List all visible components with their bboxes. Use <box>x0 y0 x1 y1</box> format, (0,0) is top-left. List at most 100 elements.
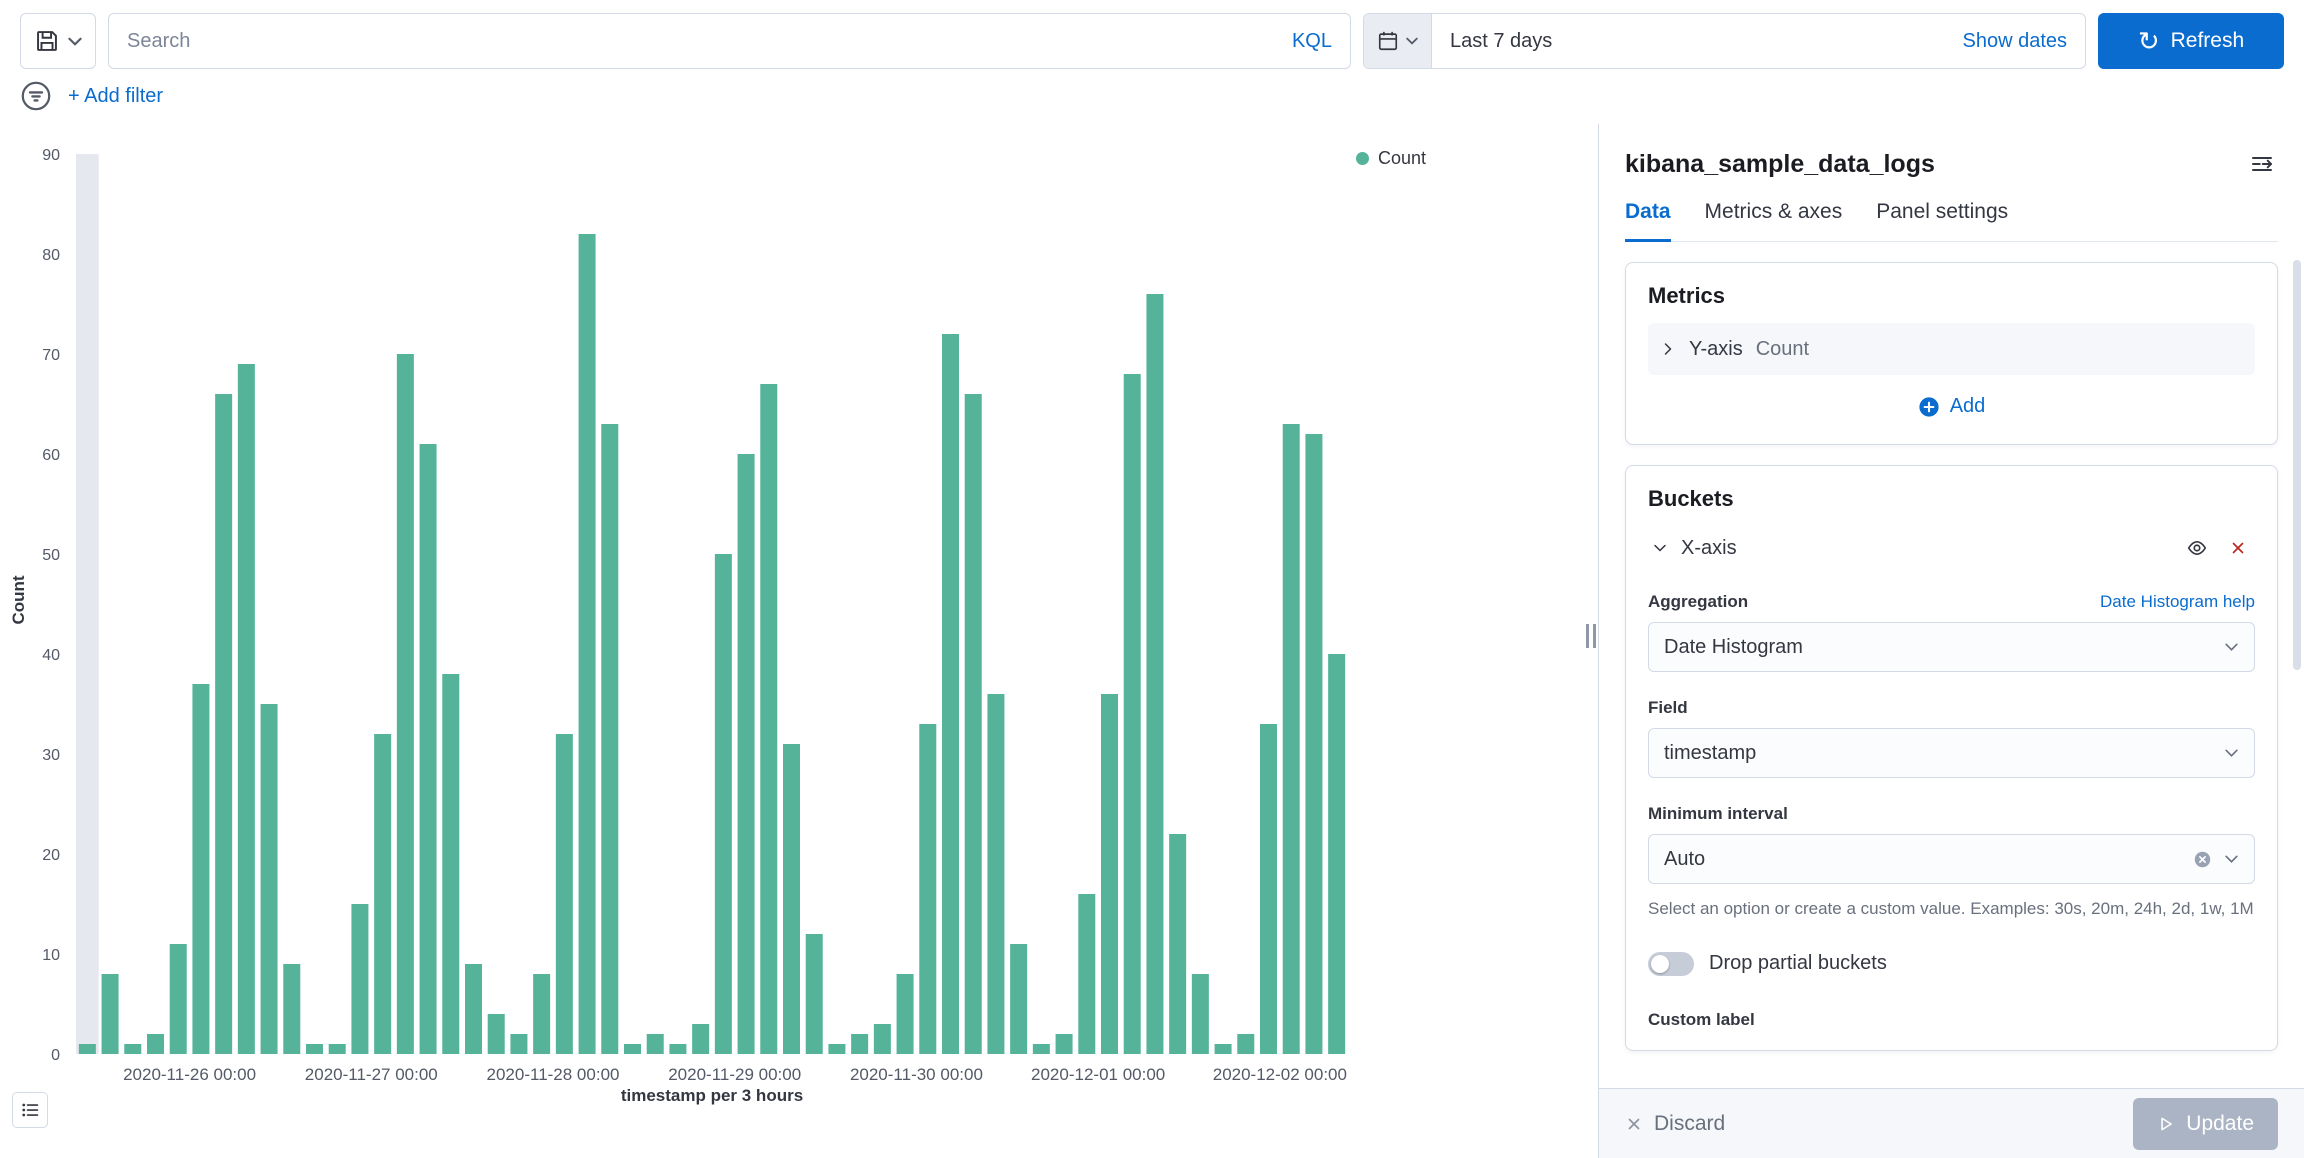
svg-text:90: 90 <box>42 147 60 164</box>
kql-language-button[interactable]: KQL <box>1291 29 1332 52</box>
list-icon <box>22 1103 39 1117</box>
aggregation-select[interactable]: Date Histogram <box>1648 622 2255 672</box>
tab-data[interactable]: Data <box>1625 200 1671 242</box>
svg-text:2020-11-27 00:00: 2020-11-27 00:00 <box>305 1065 438 1084</box>
buckets-card: Buckets X-axis <box>1625 465 2278 1051</box>
svg-text:60: 60 <box>42 447 60 464</box>
y-axis-title: Count <box>9 575 28 625</box>
custom-label-label: Custom label <box>1648 1009 1755 1029</box>
cross-icon <box>1628 1118 1640 1129</box>
scrollbar-thumb[interactable] <box>2293 260 2301 670</box>
date-histogram-help-link[interactable]: Date Histogram help <box>2100 592 2255 611</box>
field-value: timestamp <box>1664 741 1757 764</box>
query-top-bar: KQL Last 7 days Show dates ↻ Refresh <box>0 0 2304 76</box>
search-bar: KQL <box>108 13 1351 69</box>
filter-funnel-icon <box>21 81 51 111</box>
chevron-down-icon <box>1406 37 1418 45</box>
bucket-row-label: X-axis <box>1681 536 1737 559</box>
panel-body: Metrics Y-axis Count Add <box>1599 242 2304 1088</box>
save-icon <box>37 31 57 51</box>
tab-metrics-axes[interactable]: Metrics & axes <box>1704 200 1843 223</box>
search-input[interactable] <box>127 29 1292 53</box>
chevron-down-icon <box>2225 749 2238 757</box>
tab-panel-settings[interactable]: Panel settings <box>1876 200 2009 223</box>
cross-in-circle-icon <box>2194 851 2211 867</box>
aggregation-value: Date Histogram <box>1664 635 1803 658</box>
x-axis-accordion[interactable]: X-axis <box>1648 522 2255 574</box>
panel-header: kibana_sample_data_logs Data Metrics & a… <box>1599 124 2304 242</box>
metric-row-value: Count <box>1755 337 1810 360</box>
add-filter-button[interactable]: + Add filter <box>68 84 164 107</box>
minimum-interval-combobox[interactable]: Auto <box>1648 834 2255 884</box>
minimum-interval-label: Minimum interval <box>1648 804 1788 823</box>
clear-interval-icon[interactable] <box>2193 850 2212 869</box>
svg-text:2020-12-02 00:00: 2020-12-02 00:00 <box>1213 1065 1347 1084</box>
add-metric-label: Add <box>1949 395 1986 417</box>
svg-text:2020-11-30 00:00: 2020-11-30 00:00 <box>850 1065 983 1084</box>
drop-partial-buckets-row: Drop partial buckets <box>1648 951 2255 976</box>
chevron-right-icon <box>1664 343 1672 355</box>
metrics-heading: Metrics <box>1648 283 1726 308</box>
svg-text:40: 40 <box>42 647 60 664</box>
minimum-interval-value: Auto <box>1664 847 1706 870</box>
chevron-down-icon <box>68 37 82 46</box>
toggle-visibility-eye-icon[interactable] <box>2182 533 2212 563</box>
bar-chart[interactable]: 0 10 20 30 40 50 60 70 80 90 2020-11-26 00:00 2020-… <box>0 124 1598 1142</box>
refresh-icon: ↻ <box>2137 26 2160 56</box>
legend-color-dot <box>1356 152 1369 165</box>
plus-in-circle-icon <box>1919 396 1939 417</box>
svg-text:20: 20 <box>42 847 60 864</box>
update-button[interactable]: Update <box>2133 1097 2278 1150</box>
interval-help-text: Select an option or create a custom valu… <box>1648 899 2254 918</box>
svg-text:80: 80 <box>42 247 60 264</box>
drop-partial-buckets-label: Drop partial buckets <box>1709 952 1887 974</box>
menu-right-icon <box>2252 157 2272 171</box>
main-content: 0 10 20 30 40 50 60 70 80 90 2020-11-26 00:00 2020-… <box>0 124 2304 1158</box>
time-range-value[interactable]: Last 7 days <box>1450 29 1553 52</box>
discard-button[interactable]: Discard <box>1625 1112 1725 1136</box>
add-metric-button[interactable]: Add <box>1648 395 2255 418</box>
panel-resize-handle[interactable] <box>1586 624 1596 648</box>
metrics-card: Metrics Y-axis Count Add <box>1625 262 2278 445</box>
eye-icon <box>2187 540 2207 556</box>
editor-side-panel: kibana_sample_data_logs Data Metrics & a… <box>1586 124 2304 1158</box>
chart-area: 0 10 20 30 40 50 60 70 80 90 2020-11-26 00:00 2020-… <box>0 124 1598 1158</box>
svg-text:70: 70 <box>42 347 60 364</box>
chevron-down-icon <box>1654 544 1666 552</box>
date-picker: Last 7 days Show dates <box>1363 13 2086 69</box>
play-icon <box>2161 1117 2173 1130</box>
chevron-down-icon <box>2225 855 2238 863</box>
calendar-icon <box>1378 31 1398 51</box>
svg-text:2020-12-01 00:00: 2020-12-01 00:00 <box>1031 1065 1165 1084</box>
panel-title: kibana_sample_data_logs <box>1625 149 1935 178</box>
svg-text:10: 10 <box>42 947 60 964</box>
drop-partial-buckets-toggle[interactable] <box>1648 951 1694 976</box>
chart-legend[interactable]: Count <box>1356 148 1426 169</box>
panel-footer: Discard Update <box>1599 1088 2304 1158</box>
discard-label: Discard <box>1654 1111 1726 1135</box>
update-label: Update <box>2186 1111 2254 1135</box>
red-cross-icon <box>2232 542 2244 554</box>
svg-text:2020-11-29 00:00: 2020-11-29 00:00 <box>668 1065 801 1084</box>
svg-text:0: 0 <box>51 1047 60 1064</box>
x-axis-title: timestamp per 3 hours <box>620 1086 804 1105</box>
svg-text:30: 30 <box>42 747 60 764</box>
svg-text:50: 50 <box>42 547 60 564</box>
collapse-panel-icon[interactable] <box>2246 148 2278 180</box>
y-axis-count-accordion[interactable]: Y-axis Count <box>1648 323 2255 375</box>
refresh-button[interactable]: ↻ Refresh <box>2098 13 2284 69</box>
svg-text:2020-11-28 00:00: 2020-11-28 00:00 <box>487 1065 620 1084</box>
show-dates-button[interactable]: Show dates <box>1962 29 2067 52</box>
saved-query-menu-button[interactable] <box>20 13 96 69</box>
panel-tabs: Data Metrics & axes Panel settings <box>1625 200 2278 242</box>
quick-select-calendar-button[interactable] <box>1364 14 1432 68</box>
aggregation-label: Aggregation <box>1648 592 1749 611</box>
legend-label[interactable]: Count <box>1378 148 1427 168</box>
legend-toggle-button[interactable] <box>12 1092 48 1128</box>
chevron-down-icon <box>2225 643 2238 651</box>
filter-menu-button[interactable] <box>20 80 52 112</box>
remove-x-axis-icon[interactable] <box>2225 535 2251 561</box>
field-select[interactable]: timestamp <box>1648 728 2255 778</box>
metric-row-label: Y-axis <box>1689 337 1743 360</box>
